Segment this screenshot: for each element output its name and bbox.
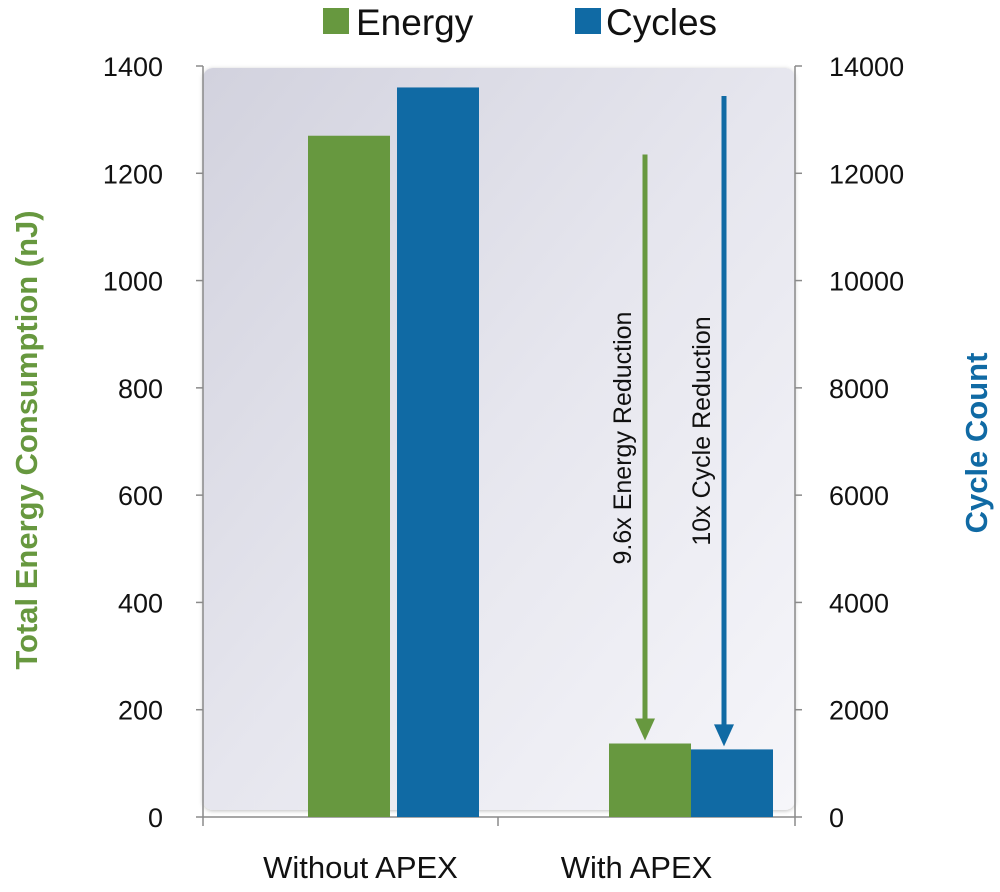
x-tick-label: With APEX (561, 850, 713, 885)
right-tick-label: 4000 (829, 588, 889, 618)
annotations: 9.6x Energy Reduction 10x Cycle Reduction (609, 96, 734, 747)
legend-swatch-energy (323, 8, 349, 34)
left-tick-label: 400 (118, 588, 163, 618)
right-tick-label: 6000 (829, 481, 889, 511)
right-tick-label: 10000 (829, 267, 904, 297)
annotation-arrow-head (635, 718, 655, 741)
left-tick-label: 800 (118, 374, 163, 404)
bar-energy (609, 743, 691, 817)
left-tick-label: 200 (118, 696, 163, 726)
legend-label: Energy (356, 2, 474, 43)
annotation-label: 9.6x Energy Reduction (609, 312, 637, 565)
annotation-label: 10x Cycle Reduction (688, 316, 716, 545)
legend-label: Cycles (606, 2, 717, 43)
left-axis-title: Total Energy Consumption (nJ) (9, 210, 44, 669)
right-tick-label: 0 (829, 803, 844, 833)
legend: Energy Cycles (323, 2, 717, 43)
x-axis: Without APEX With APEX (202, 816, 796, 885)
x-tick-label: Without APEX (263, 850, 458, 885)
right-axis-title: Cycle Count (959, 353, 994, 534)
legend-swatch-cycles (575, 8, 601, 34)
left-tick-label: 0 (148, 803, 163, 833)
bars (308, 87, 773, 817)
right-tick-label: 2000 (829, 696, 889, 726)
right-tick-label: 14000 (829, 52, 904, 82)
left-tick-label: 600 (118, 481, 163, 511)
left-tick-label: 1400 (103, 52, 163, 82)
right-tick-label: 12000 (829, 159, 904, 189)
bar-cycles (691, 749, 773, 817)
left-tick-label: 1200 (103, 159, 163, 189)
left-axis: 0 200 400 600 800 1000 1200 1400 (103, 52, 204, 833)
right-tick-label: 8000 (829, 374, 889, 404)
left-tick-label: 1000 (103, 267, 163, 297)
annotation-arrow-head (714, 724, 734, 747)
bar-energy (308, 135, 390, 817)
right-axis: 0 2000 4000 6000 8000 10000 12000 14000 (794, 52, 904, 833)
bar-cycles (397, 87, 479, 817)
